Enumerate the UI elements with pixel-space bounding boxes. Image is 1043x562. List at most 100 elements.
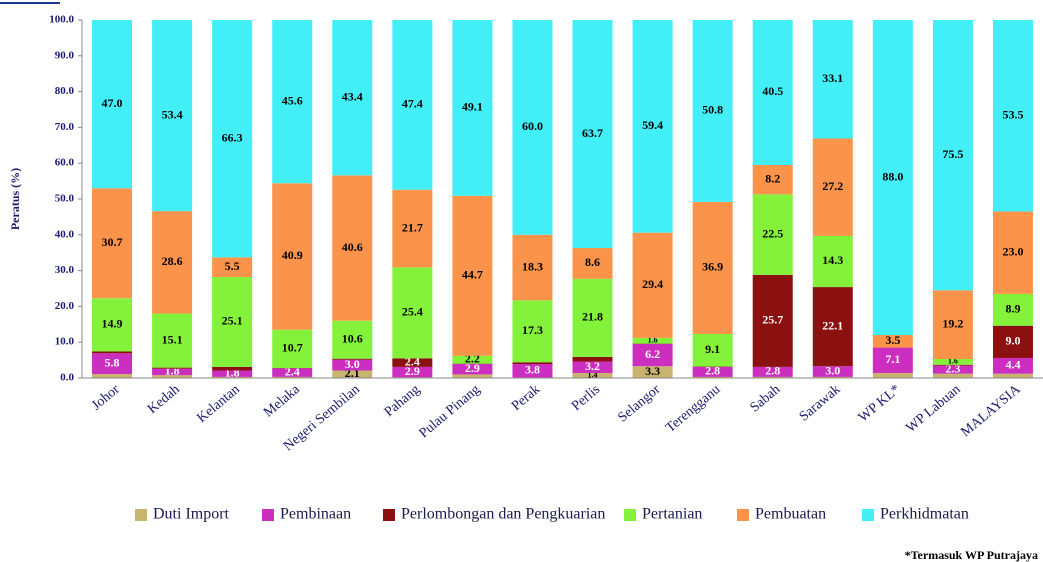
x-tick-label: Kedah	[145, 382, 183, 417]
data-label: 25.1	[222, 314, 243, 328]
bar-segment	[992, 211, 1033, 294]
x-tick-label: MALAYSIA	[958, 381, 1024, 440]
bar-segment	[452, 20, 493, 196]
data-label: 17.3	[522, 323, 543, 337]
bar-segment	[872, 20, 913, 336]
data-label: 1.6	[948, 357, 958, 366]
data-label: 66.3	[222, 130, 243, 144]
y-tick-label: 50.0	[55, 193, 75, 205]
data-label: 10.7	[282, 341, 303, 355]
bar-segment	[212, 20, 253, 258]
x-tick-label: Pahang	[382, 382, 423, 420]
bar-segment	[92, 353, 133, 375]
bar-segment	[932, 20, 973, 291]
bar-segment	[152, 211, 193, 314]
data-label: 63.7	[582, 126, 603, 140]
y-tick-label: 40.0	[55, 228, 75, 240]
y-tick-label: 60.0	[55, 157, 75, 169]
legend-label: Duti Import	[153, 506, 230, 523]
bar-segment	[812, 287, 853, 367]
x-tick-label: WP Labuan	[903, 382, 963, 436]
data-label: 22.1	[822, 318, 843, 332]
bar-segment	[392, 20, 433, 190]
data-label: 36.9	[702, 260, 723, 274]
data-label: 3.8	[525, 363, 540, 377]
y-tick-label: 0.0	[60, 372, 74, 384]
x-tick-label: WP KL*	[856, 382, 904, 425]
x-tick-label: Melaka	[261, 382, 303, 421]
bar-segment	[992, 325, 1033, 358]
data-label: 10.6	[342, 331, 363, 345]
data-label: 33.1	[822, 71, 843, 85]
bar-segment	[452, 364, 493, 375]
x-tick-label: Perlis	[569, 382, 603, 414]
bar-segment	[812, 366, 853, 377]
data-label: 9.1	[705, 342, 720, 356]
data-label: 2.9	[465, 361, 480, 375]
data-label: 2.8	[705, 364, 720, 378]
legend-swatch	[383, 509, 395, 521]
data-label: 14.9	[102, 317, 123, 331]
data-label: 25.7	[762, 313, 783, 327]
bar-segment	[152, 375, 193, 378]
legend-label: Perkhidmatan	[880, 506, 969, 523]
bar-segment	[872, 347, 913, 373]
data-label: 3.0	[345, 357, 360, 371]
bar-segment	[152, 20, 193, 212]
x-tick-label: Selangor	[615, 382, 663, 426]
data-label: 40.5	[762, 84, 783, 98]
bar-segment	[752, 164, 793, 195]
data-label: 43.4	[342, 89, 363, 103]
data-label: 25.4	[402, 305, 423, 319]
data-label: 27.2	[822, 179, 843, 193]
y-tick-label: 70.0	[55, 121, 75, 133]
y-tick-label: 20.0	[55, 300, 75, 312]
bar-segment	[872, 372, 913, 378]
bar-segment	[572, 248, 613, 279]
bar-segment	[632, 343, 673, 367]
data-label: 28.6	[162, 254, 183, 268]
bar-segment	[932, 373, 973, 378]
bar-segment	[992, 357, 1033, 374]
bar-segment	[512, 300, 553, 363]
data-label: 22.5	[762, 226, 783, 240]
bar-segment	[92, 351, 133, 354]
data-label: 18.3	[522, 259, 543, 273]
bar-segment	[272, 368, 313, 377]
bar-segment	[752, 274, 793, 367]
bar-segment	[992, 373, 1033, 378]
data-label: 21.8	[582, 310, 603, 324]
bar-segment	[272, 329, 313, 368]
data-label: 6.2	[645, 347, 660, 361]
bar-segment	[572, 278, 613, 357]
bar-segment	[272, 376, 313, 378]
bar-segment	[392, 267, 433, 359]
bar-segment	[992, 20, 1033, 212]
bar-segment	[572, 356, 613, 362]
bar-segment	[512, 20, 553, 235]
bar-segment	[392, 366, 433, 378]
legend-swatch	[262, 509, 274, 521]
bar-segment	[632, 366, 673, 378]
bar-segment	[992, 293, 1033, 326]
data-label: 1.6	[648, 336, 658, 345]
y-tick-label: 90.0	[55, 49, 75, 61]
bar-segment	[812, 138, 853, 236]
data-label: 8.2	[765, 171, 780, 185]
bar-segment	[932, 359, 973, 365]
bar-segment	[752, 20, 793, 165]
bar-segment	[212, 366, 253, 371]
data-label: 3.5	[885, 333, 900, 347]
data-label: 3.2	[585, 359, 600, 373]
bar-segment	[212, 277, 253, 367]
bar-segment	[872, 335, 913, 348]
bar-segment	[152, 368, 193, 376]
bar-segment	[452, 374, 493, 378]
x-tick-label: Pulau Pinang	[417, 382, 484, 441]
data-label: 53.5	[1002, 108, 1023, 122]
data-label: 15.1	[162, 332, 183, 346]
data-label: 14.3	[822, 253, 843, 267]
data-label: 75.5	[942, 147, 963, 161]
bar-segment	[932, 290, 973, 360]
data-label: 5.5	[225, 259, 240, 273]
